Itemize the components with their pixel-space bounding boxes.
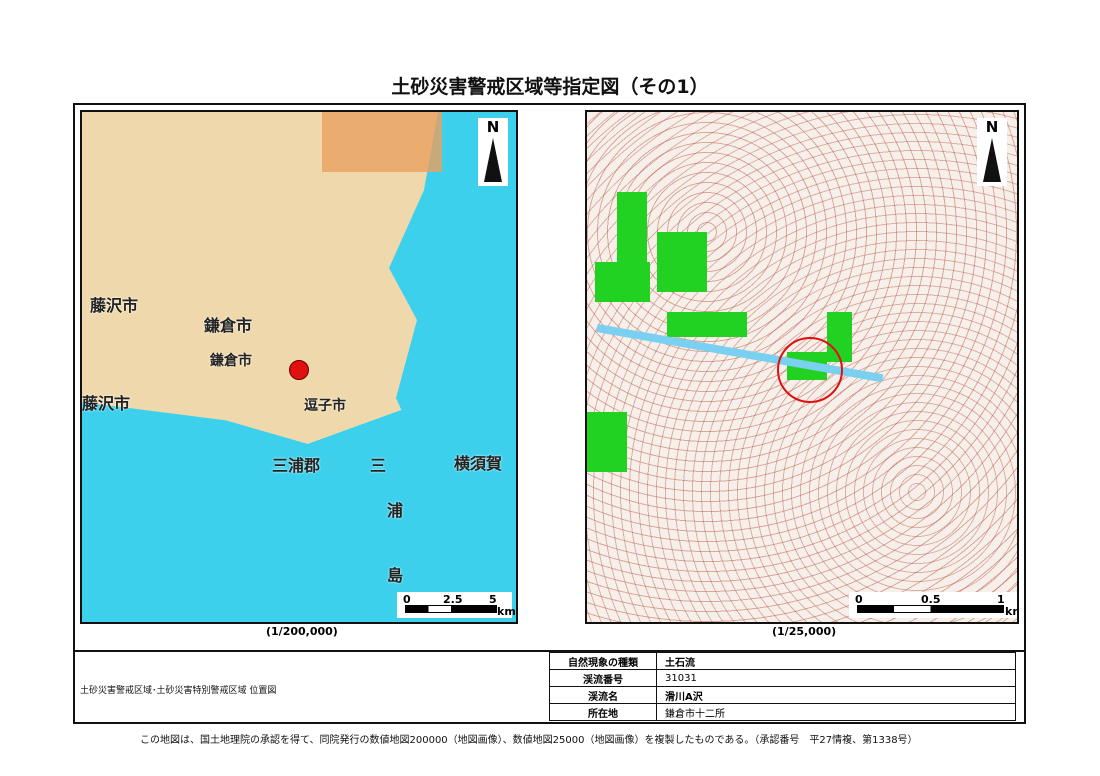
map-label: 鎌倉市 <box>204 316 253 335</box>
urban-area <box>322 112 442 172</box>
detail-map: N 00.51 km <box>585 110 1019 624</box>
map-label: 逗子市 <box>304 398 346 414</box>
map-label: 横須賀 <box>454 454 503 473</box>
table-row: 渓流番号 31031 <box>549 669 1016 687</box>
location-marker <box>289 360 309 380</box>
map-caption: 土砂災害警戒区域･土砂災害特別警戒区域 位置図 <box>80 686 277 696</box>
sea <box>389 112 516 622</box>
frame <box>73 103 1026 724</box>
map-label: 三 <box>370 456 387 475</box>
map-label: 鎌倉市 <box>210 353 252 369</box>
copyright-note: この地図は、国土地理院の承認を得て、同院発行の数値地図200000（地図画像）、… <box>140 735 918 746</box>
info-table: 自然現象の種類 土石流 渓流番号 31031 渓流名 滑川A沢 所在地 鎌倉市十二所 <box>549 652 1016 721</box>
north-arrow: N <box>478 118 508 186</box>
scale-label: (1/200,000) <box>266 625 338 638</box>
page-title: 土砂災害警戒区域等指定図（その1） <box>391 76 709 98</box>
map-label: 島 <box>387 566 404 585</box>
map-label: 浦 <box>387 501 404 520</box>
map-label: 三浦郡 <box>272 456 321 475</box>
north-arrow-icon <box>484 138 502 182</box>
target-circle <box>777 337 843 403</box>
map-label: 藤沢市 <box>90 296 139 315</box>
warning-zone <box>617 192 647 272</box>
warning-zone <box>657 232 707 292</box>
north-arrow-icon <box>983 138 1001 182</box>
table-row: 所在地 鎌倉市十二所 <box>549 703 1016 721</box>
divider <box>73 650 1024 652</box>
warning-zone <box>667 312 747 337</box>
warning-zone <box>587 412 627 472</box>
scale-bar: 0 2.5 5 km <box>397 592 516 618</box>
north-arrow: N <box>977 118 1007 186</box>
table-row: 渓流名 滑川A沢 <box>549 686 1016 704</box>
scale-label: (1/25,000) <box>772 625 837 638</box>
overview-map: 藤沢市 鎌倉市 鎌倉市 藤沢市 逗子市 三浦郡 三 横須賀 浦 島 N 0 2.5… <box>80 110 518 624</box>
sea <box>82 402 322 622</box>
scale-bar: 00.51 km <box>849 592 1017 618</box>
table-row: 自然現象の種類 土石流 <box>549 652 1016 670</box>
map-label: 藤沢市 <box>82 394 131 413</box>
